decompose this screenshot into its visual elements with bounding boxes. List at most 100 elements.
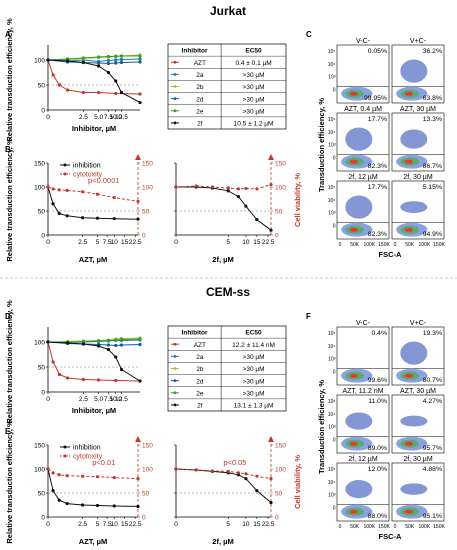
x-tick-label: 12.5	[115, 114, 128, 121]
y2-tick-label: 100	[275, 467, 286, 474]
data-point-inhibition	[226, 189, 230, 193]
data-point-cytotoxity	[136, 477, 140, 481]
gate-percent-upper: 0.05%	[368, 48, 387, 55]
y-axis-label: Relative transduction efficiency, %	[5, 300, 14, 424]
legend-marker	[173, 379, 177, 383]
flow-x-tick: 50K	[405, 524, 415, 530]
data-point-AZT	[81, 90, 85, 95]
legend-marker	[173, 121, 177, 125]
data-point-cytotoxity	[46, 185, 50, 189]
data-point-2e	[138, 337, 142, 341]
data-point-inhibition	[95, 216, 100, 220]
series-line-inhibition	[47, 468, 139, 507]
flow-plot-title: AZT, 0.4 µM	[344, 106, 382, 113]
data-point-inhibition	[65, 501, 69, 506]
flow-plot-title: V+C-	[410, 38, 427, 45]
data-point-2f	[138, 379, 142, 383]
data-point-inhibition	[244, 204, 248, 208]
cell-population-peak	[349, 373, 358, 378]
flow-y-tick: 10⁴	[328, 344, 336, 350]
data-point-2f	[114, 355, 118, 359]
y2-tick-label: 50	[275, 491, 283, 498]
cell-population-peak	[349, 91, 358, 96]
data-point-2e	[96, 55, 101, 59]
flow-plot-title: 2f, 30 µM	[403, 174, 432, 181]
data-point-2e	[114, 54, 118, 59]
data-point-2e	[81, 56, 85, 60]
table-cell: >30 µM	[243, 390, 265, 397]
data-point-cytotoxity	[46, 467, 50, 471]
table-cell: 2f	[197, 121, 203, 128]
cell-population-peak	[349, 441, 358, 446]
data-point-cytotoxity	[255, 474, 259, 478]
y2-tick-label: 50	[275, 209, 283, 216]
flow-y-tick: 0	[333, 437, 336, 443]
gate-percent-lower: 95.1%	[423, 513, 442, 520]
flow-x-tick: 100K	[418, 242, 430, 248]
legend-marker	[63, 172, 67, 176]
data-point-inhibition	[136, 217, 140, 221]
data-point-2f	[138, 100, 142, 105]
gate-percent-lower: 89.0%	[368, 445, 387, 452]
x-axis-label: Inhibitor, µM	[72, 124, 116, 133]
flow-y-tick: 0	[333, 369, 336, 375]
data-point-cytotoxity	[226, 469, 230, 473]
x-axis-label: Inhibitor, µM	[72, 406, 116, 415]
data-point-2e	[106, 54, 111, 59]
gate-percent-upper: 12.0%	[368, 466, 387, 473]
flow-plot-title: AZT, 30 µM	[400, 388, 436, 395]
y2-tick-label: 0	[142, 515, 146, 522]
transduced-population	[400, 483, 428, 495]
table-cell: >30 µM	[243, 72, 265, 79]
x-tick-label: 22.5	[262, 521, 275, 528]
x-tick-label: 15	[121, 239, 129, 246]
cell-population-peak	[349, 509, 358, 514]
gate-percent-upper: 4.88%	[423, 466, 442, 473]
data-point-cytotoxity	[255, 187, 259, 191]
flow-plot-title: V-C-	[356, 38, 371, 45]
y-tick-label: 50	[38, 491, 46, 498]
data-point-inhibition	[65, 214, 69, 218]
series-line-cytotoxity	[175, 184, 272, 190]
data-point-inhibition	[255, 489, 259, 493]
cell-population-peak	[404, 373, 413, 378]
x-tick-label: 10	[242, 521, 250, 528]
flow-x-tick: 50K	[405, 242, 415, 248]
data-point-2d	[106, 61, 111, 66]
flow-x-tick: 0	[394, 524, 397, 530]
legend-marker	[173, 97, 177, 101]
flow-plot-title: AZT, 11.2 nM	[342, 388, 383, 395]
table-cell: 10.5 ± 1.2 µM	[234, 121, 274, 128]
data-point-cytotoxity	[269, 477, 273, 481]
y2-tick-label: 150	[275, 443, 286, 450]
transduced-population	[400, 415, 428, 427]
x-tick-label: 22.5	[129, 521, 142, 528]
y-tick-label: 100	[34, 467, 45, 474]
panel-letter: B	[5, 145, 11, 154]
cell-population-peak	[404, 441, 413, 446]
data-point-2d	[138, 60, 142, 64]
y2-tick-label: 100	[142, 467, 153, 474]
table-cell: 2a	[196, 72, 204, 79]
x-tick-label: 2.5	[79, 114, 88, 121]
data-point-inhibition	[112, 217, 116, 221]
data-point-2f	[65, 59, 70, 63]
y-axis-label: Relative transduction efficiency, %	[5, 420, 14, 544]
flow-y-tick: 10⁵	[328, 49, 336, 55]
transduced-population	[400, 341, 428, 365]
table-header: EC50	[245, 330, 262, 337]
data-point-AZT	[57, 372, 62, 377]
gate-percent-upper: 11.0%	[368, 398, 387, 405]
flow-y-tick: 10⁵	[328, 399, 336, 405]
data-point-2f	[119, 90, 124, 95]
gate-percent-lower: 63.8%	[423, 95, 442, 102]
cell-population-peak	[404, 227, 413, 232]
data-point-AZT	[114, 91, 118, 96]
data-point-cytotoxity	[112, 476, 116, 480]
flow-y-tick: 10³	[328, 425, 336, 431]
data-point-inhibition	[244, 477, 248, 481]
data-point-AZT	[57, 83, 62, 87]
y-tick-label: 50	[38, 365, 46, 372]
data-point-cytotoxity	[236, 471, 241, 475]
table-cell: >30 µM	[243, 366, 265, 373]
